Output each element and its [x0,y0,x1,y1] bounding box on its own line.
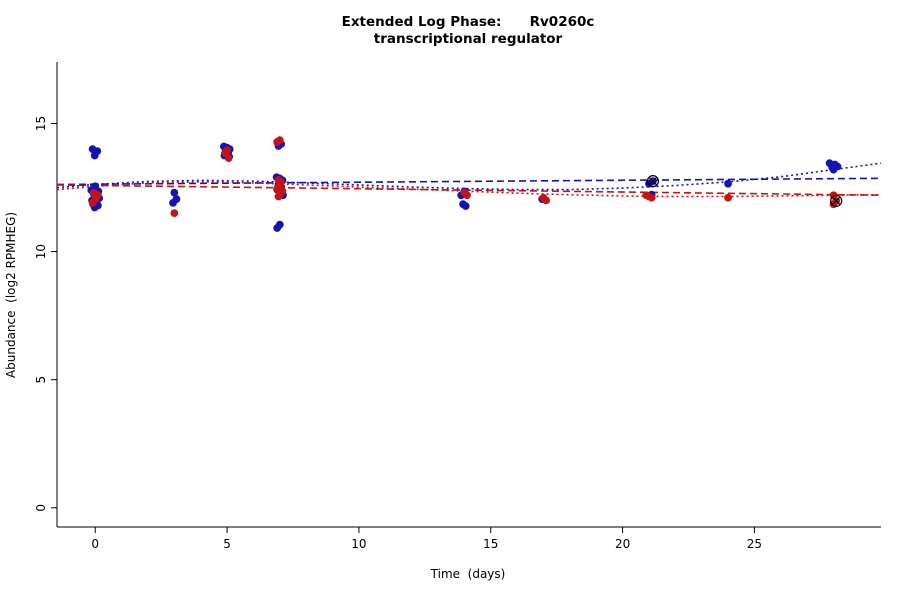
outlier-marker-circle [830,194,843,207]
data-points [87,136,842,232]
x-tick-label: 20 [615,537,630,551]
data-point-red [463,191,471,200]
y-tick-label: 5 [34,376,48,384]
data-point-blue [170,188,179,197]
x-tick-label: 15 [483,537,498,551]
outlier-markers [646,175,843,207]
data-point-red [224,154,233,162]
data-point-red [221,149,229,157]
chart-subtitle: transcriptional regulator [374,31,563,47]
x-tick-label: 10 [351,537,366,551]
outlier-marker-x [831,196,841,206]
data-point-red [88,199,97,207]
data-point-blue [829,165,838,174]
y-tick-label: 10 [34,244,48,259]
data-point-red [170,209,179,218]
x-tick-label: 25 [747,537,762,551]
data-point-red [274,192,283,201]
data-point-blue [461,202,470,210]
red-dotted-trend [56,181,882,198]
data-point-blue [273,224,282,232]
blue-dashed-trend [56,177,882,186]
y-tick-label: 0 [34,504,48,512]
data-point-blue [169,199,177,207]
blue-dotted-trend [56,162,882,191]
axes: 0 5 10 15 20 25 0 5 10 15 [34,62,881,551]
y-tick-label: 15 [34,116,48,131]
red-dashed-trend [56,184,882,197]
data-point-red [724,193,732,202]
x-tick-label: 5 [223,537,231,551]
x-tick-label: 0 [91,537,99,551]
chart-title: Extended Log Phase: Rv0260c [342,14,595,30]
data-point-blue [90,151,99,160]
outlier-marker-x [648,176,658,186]
outlier-marker-circle [646,175,660,188]
x-axis-label: Time (days) [430,567,506,581]
data-point-blue [724,179,732,188]
y-axis-label: Abundance (log2 RPMHEG) [4,212,18,378]
data-point-red [542,196,551,205]
data-point-red [647,193,656,202]
data-point-red [273,138,282,146]
trend-lines [56,162,882,198]
